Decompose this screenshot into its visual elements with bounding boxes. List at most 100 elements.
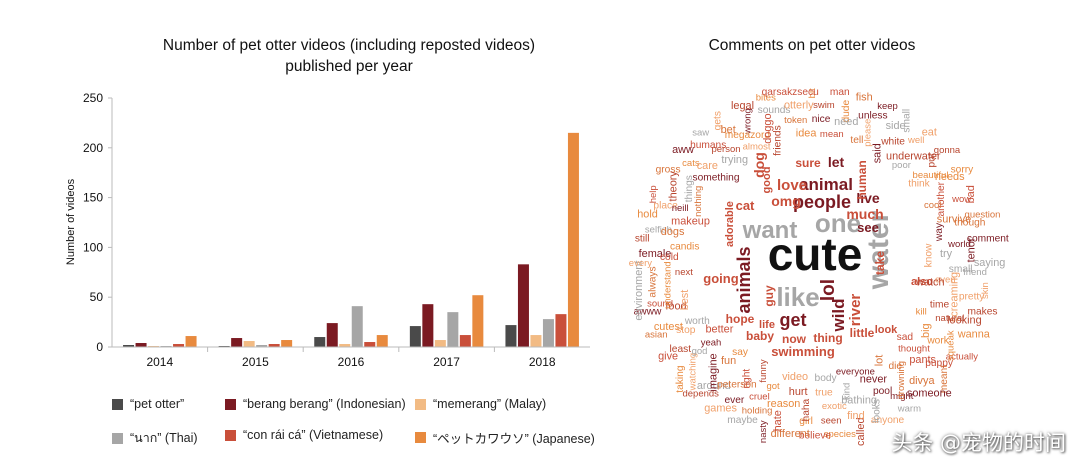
cloud-word: idea	[796, 127, 818, 139]
legend-item: “pet otter”	[112, 397, 184, 411]
cloud-word: poor	[892, 160, 911, 171]
cloud-word: haha	[801, 398, 812, 421]
cloud-word: thought	[898, 343, 930, 354]
bar-chart: Number of pet otter videos (including re…	[65, 37, 590, 369]
bar	[505, 325, 517, 347]
cloud-word: baby	[746, 329, 774, 343]
cloud-word: girl	[799, 416, 813, 427]
cloud-word: going	[703, 271, 738, 286]
cloud-word: nasty	[758, 420, 769, 443]
cloud-word: cool	[924, 200, 941, 211]
bar	[314, 337, 326, 347]
cloud-word: hope	[726, 312, 755, 326]
cloud-word: eat	[922, 127, 937, 139]
cloud-word: different	[771, 428, 810, 440]
cloud-word: time	[930, 299, 950, 310]
cloud-word: live	[856, 190, 880, 206]
cloud-word: exotic	[822, 401, 847, 412]
cloud-word: otterly	[784, 99, 814, 111]
cloud-word: true	[815, 388, 833, 399]
cloud-word: imagine	[708, 353, 720, 391]
legend-swatch	[112, 432, 123, 444]
cloud-word: meant	[939, 365, 950, 393]
cloud-word: humans	[690, 140, 726, 151]
bar	[542, 319, 554, 347]
bar	[472, 295, 484, 347]
cloud-word: always	[648, 266, 659, 297]
cloud-word: comment	[967, 233, 1009, 244]
cloud-word: like	[776, 282, 819, 312]
cloud-word: aww	[672, 144, 694, 156]
cloud-word: screaming	[948, 272, 960, 322]
cloud-word: white	[880, 136, 905, 147]
bar	[409, 326, 421, 347]
y-axis-label: Number of videos	[65, 178, 77, 265]
cloud-word: puppy	[925, 358, 954, 369]
cloud-word: wild	[829, 298, 848, 332]
cloud-word: sure	[795, 156, 821, 170]
legend-item: “ペットカワウソ” (Japanese)	[415, 428, 595, 447]
cloud-word: bathing	[841, 394, 877, 406]
y-tick-label: 250	[83, 91, 103, 105]
cloud-word: next	[675, 267, 693, 278]
cloud-word: theory	[668, 171, 680, 202]
bar	[434, 340, 446, 347]
cloud-word: called	[855, 417, 867, 445]
cloud-word: food	[665, 301, 686, 313]
cloud-word: cat	[736, 198, 755, 213]
cloud-word: watch	[915, 277, 944, 289]
cloud-word: swim	[813, 100, 835, 111]
cloud-word: unless	[858, 110, 887, 121]
x-tick-label: 2017	[433, 355, 460, 369]
cloud-word: makeup	[671, 216, 710, 228]
cloud-word: another	[936, 181, 947, 216]
cloud-word: might	[890, 391, 914, 402]
cloud-word: beautiful	[913, 170, 949, 181]
cloud-word: please	[863, 119, 874, 147]
legend-swatch	[112, 398, 123, 410]
cloud-word: guy	[762, 285, 776, 307]
cloud-word: neill	[672, 203, 689, 214]
cloud-word: ever	[724, 395, 744, 406]
cloud-word: environment	[633, 261, 645, 321]
cloud-word: tenor	[965, 237, 977, 262]
cloud-word: asian	[645, 330, 668, 341]
cloud-word: question	[965, 209, 1001, 220]
cloud-word: river	[847, 294, 864, 327]
cloud-word: worth	[684, 316, 710, 327]
cloud-word: divya	[909, 375, 935, 387]
cloud-word: body	[815, 373, 838, 384]
cloud-word: cruel	[749, 391, 770, 402]
cloud-word: things	[684, 175, 695, 202]
x-tick-label: 2014	[146, 355, 173, 369]
cloud-word: best	[679, 290, 691, 311]
cloud-word: pool	[873, 386, 892, 397]
cloud-word: place	[653, 201, 678, 212]
cloud-word: let	[828, 154, 845, 170]
cloud-word: survive	[937, 213, 972, 225]
cloud-word: small	[901, 109, 912, 133]
cloud-word: man	[830, 87, 850, 98]
y-tick-label: 50	[90, 290, 104, 304]
cloud-word: small	[949, 264, 973, 275]
cloud-word: peterson	[717, 380, 757, 391]
bar	[339, 344, 351, 347]
cloud-word: world	[947, 239, 971, 250]
watermark: 头条 @宠物的时间	[891, 431, 1066, 455]
cloud-word: think	[908, 179, 930, 190]
cloud-word: someone	[907, 388, 952, 400]
cloud-word: understand	[663, 261, 674, 309]
cloud-word: got	[766, 381, 780, 392]
bar	[422, 304, 434, 347]
cloud-word: still	[635, 233, 650, 244]
bars	[123, 132, 579, 347]
cloud-word: way	[934, 222, 945, 242]
legend-label: “memerang” (Malay)	[433, 397, 547, 411]
cloud-word: keep	[877, 101, 898, 112]
cloud-word: cats	[682, 158, 700, 169]
cloud-word: said	[871, 143, 883, 163]
cloud-word: reason	[767, 398, 800, 410]
y-axis: 0 50 100 150 200 250	[83, 91, 113, 354]
cloud-word: bites	[756, 92, 776, 103]
